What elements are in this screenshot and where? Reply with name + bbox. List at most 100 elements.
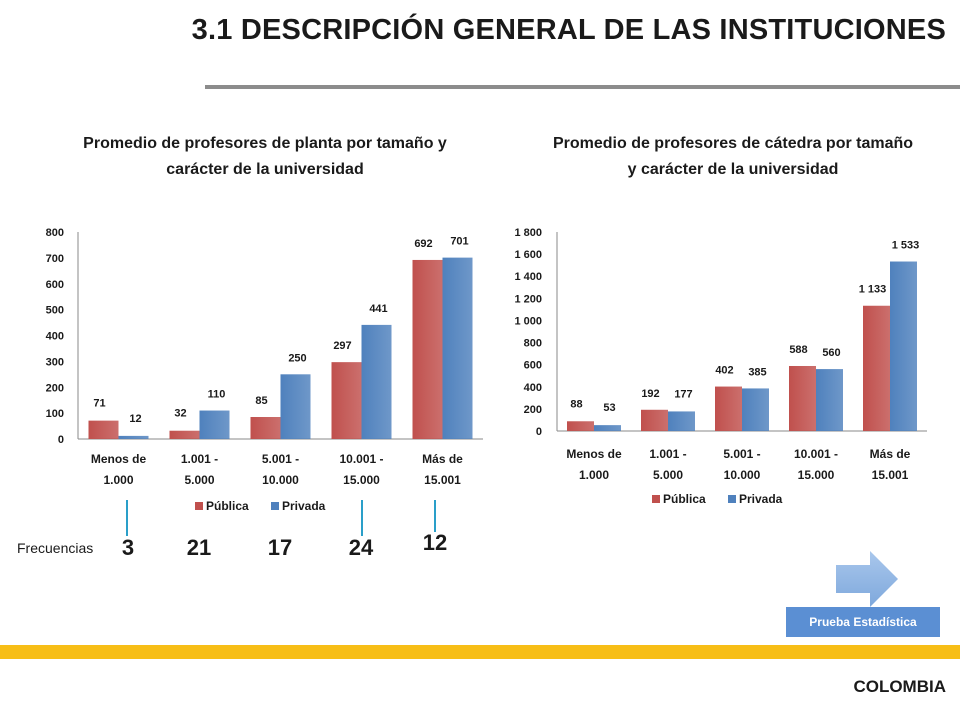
x-tick-label: 10.001 - [339, 452, 383, 466]
y-tick-label: 400 [46, 331, 64, 343]
bar-privada [199, 410, 230, 439]
x-tick-label: 15.000 [343, 473, 380, 487]
legend-swatch-privada [728, 495, 736, 503]
data-label: 441 [369, 303, 387, 315]
statistical-test-button[interactable]: Prueba Estadística [786, 607, 940, 637]
chart-title-planta: Promedio de profesores de planta por tam… [83, 135, 447, 178]
frequency-value: 17 [267, 535, 293, 560]
y-tick-label: 400 [524, 382, 542, 394]
chart-title-catedra: Promedio de profesores de cátedra por ta… [552, 135, 914, 178]
x-tick-label: 15.001 [872, 468, 909, 482]
legend-swatch-pública [195, 502, 203, 510]
bar-pública [169, 430, 200, 439]
data-label: 53 [603, 402, 615, 414]
x-tick-label: 10.000 [724, 468, 761, 482]
bar-pública [863, 305, 890, 431]
data-label: 402 [715, 365, 733, 377]
bar-privada [816, 369, 843, 431]
data-label: 701 [450, 236, 468, 248]
data-label: 1 533 [892, 240, 920, 252]
x-tick-label: 5.000 [653, 468, 683, 482]
y-tick-label: 0 [58, 434, 64, 446]
y-tick-label: 800 [46, 227, 64, 239]
y-tick-label: 600 [46, 279, 64, 291]
y-tick-label: 500 [46, 305, 64, 317]
frequency-value: 12 [422, 530, 448, 555]
y-tick-label: 1 400 [514, 271, 542, 283]
data-label: 192 [641, 388, 659, 400]
bar-privada [442, 257, 473, 439]
bar-privada [594, 425, 621, 431]
chart-catedra: 0 200 400 600 800 1 000 1 200 1 400 1 600 1 800 88… [514, 227, 927, 506]
y-tick-label: 100 [46, 408, 64, 420]
legend-label-pública: Pública [206, 499, 249, 513]
y-tick-label: 800 [524, 338, 542, 350]
frequency-connector [434, 500, 436, 532]
footer-band [0, 645, 960, 659]
legend-swatch-pública [652, 495, 660, 503]
frequency-connector [126, 500, 128, 536]
data-label: 177 [674, 388, 692, 400]
bar-privada [280, 374, 311, 439]
title-divider [205, 85, 960, 89]
page-title: 3.1 DESCRIPCIÓN GENERAL DE LAS INSTITUCI… [191, 14, 946, 46]
data-label: 560 [822, 347, 840, 359]
data-label: 297 [333, 340, 351, 352]
x-tick-label: 5.001 - [262, 452, 299, 466]
y-tick-label: 0 [536, 426, 542, 438]
x-tick-label: 1.000 [579, 468, 609, 482]
data-label: 110 [208, 389, 226, 401]
bar-pública [715, 386, 742, 431]
frequency-value: 24 [348, 535, 374, 560]
bar-pública [789, 365, 816, 431]
bar-pública [250, 417, 281, 439]
x-tick-label: 1.000 [103, 473, 133, 487]
x-tick-label: 10.001 - [794, 447, 838, 461]
bar-pública [88, 420, 119, 439]
x-tick-label: 1.001 - [649, 447, 686, 461]
arrow-right-icon[interactable] [836, 551, 898, 607]
bar-privada [668, 411, 695, 431]
x-tick-label: 10.000 [262, 473, 299, 487]
y-tick-label: 300 [46, 356, 64, 368]
legend-label-pública: Pública [663, 492, 706, 506]
x-tick-label: Más de [870, 447, 911, 461]
legend-swatch-privada [271, 502, 279, 510]
data-label: 1 133 [859, 284, 887, 296]
frequency-connector [361, 500, 363, 536]
x-tick-label: 1.001 - [181, 452, 218, 466]
frequencies-label: Frecuencias [17, 540, 94, 556]
x-tick-label: Más de [422, 452, 463, 466]
data-label: 71 [93, 398, 105, 410]
chart-planta: 0 100 200 300 400 500 600 700 800 71 12 Menos de 1.0… [46, 227, 483, 513]
bar-privada [742, 388, 769, 431]
data-label: 692 [414, 238, 432, 250]
bar-pública [567, 421, 594, 431]
frequency-value: 3 [121, 535, 135, 560]
x-tick-label: 5.001 - [723, 447, 760, 461]
legend-label-privada: Privada [282, 499, 326, 513]
y-tick-label: 200 [46, 382, 64, 394]
y-tick-label: 1 600 [514, 249, 542, 261]
data-label: 85 [255, 395, 267, 407]
bar-pública [331, 362, 362, 439]
data-label: 12 [129, 413, 141, 425]
footer-country: COLOMBIA [853, 677, 946, 696]
bar-privada [361, 324, 392, 439]
data-label: 588 [789, 344, 807, 356]
data-label: 250 [288, 352, 306, 364]
bar-privada [890, 261, 917, 431]
bar-pública [641, 409, 668, 431]
data-label: 88 [570, 398, 582, 410]
data-label: 32 [174, 408, 186, 420]
x-tick-label: Menos de [566, 447, 622, 461]
x-tick-label: 15.001 [424, 473, 461, 487]
y-tick-label: 1 000 [514, 315, 542, 327]
y-tick-label: 200 [524, 404, 542, 416]
frequency-value: 21 [186, 535, 212, 560]
bar-pública [412, 259, 443, 439]
y-tick-label: 1 800 [514, 227, 542, 239]
y-tick-label: 1 200 [514, 293, 542, 305]
x-tick-label: 5.000 [184, 473, 214, 487]
x-tick-label: Menos de [91, 452, 147, 466]
